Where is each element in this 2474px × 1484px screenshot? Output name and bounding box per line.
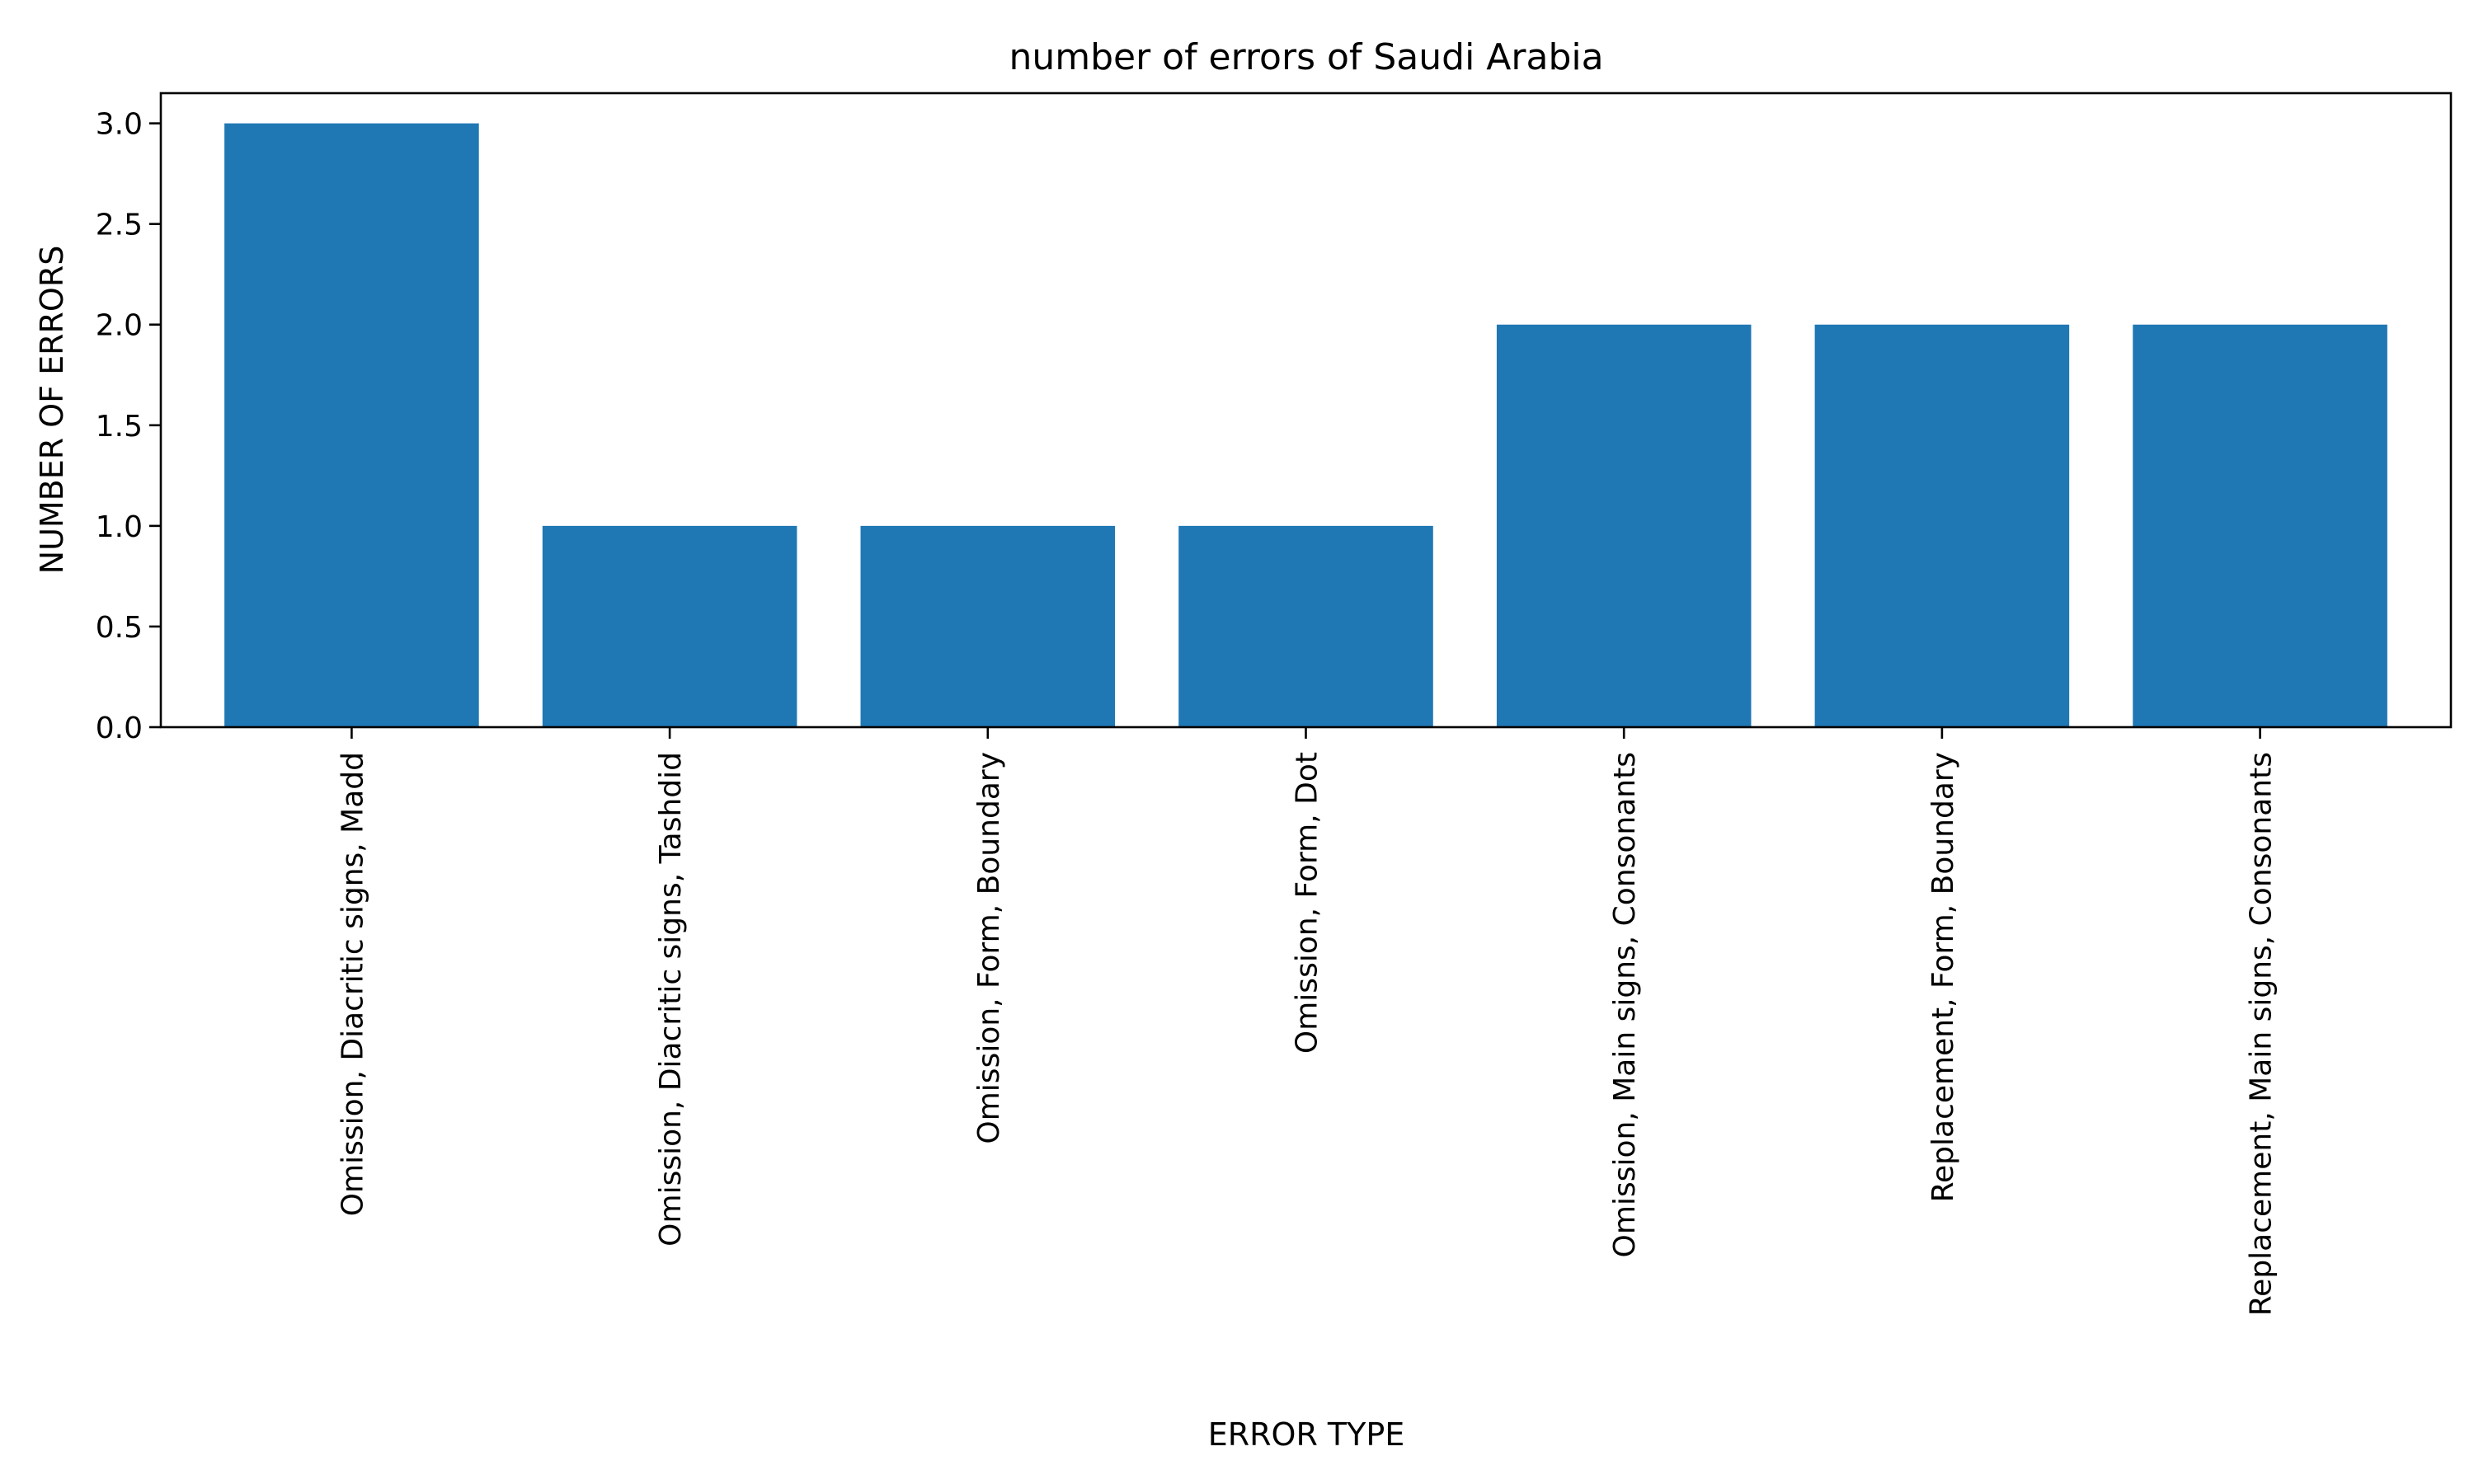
chart-title: number of errors of Saudi Arabia xyxy=(1009,36,1603,78)
bar xyxy=(542,525,797,727)
bars xyxy=(224,123,2387,728)
x-axis-label: ERROR TYPE xyxy=(1208,1416,1405,1453)
y-tick-label: 1.5 xyxy=(96,410,143,444)
x-axis: Omission, Diacritic signs, Madd Omission,… xyxy=(336,727,2279,1316)
x-tick-label: Omission, Form, Boundary xyxy=(972,752,1006,1144)
x-tick-label: Omission, Form, Dot xyxy=(1291,752,1324,1054)
x-tick-label: Replacement, Form, Boundary xyxy=(1926,752,1960,1202)
y-tick-label: 2.0 xyxy=(96,309,143,343)
x-tick-label: Omission, Diacritic signs, Madd xyxy=(336,752,369,1216)
y-tick-label: 2.5 xyxy=(96,209,143,242)
bar xyxy=(1496,324,1752,727)
bar xyxy=(860,525,1116,727)
bar xyxy=(2133,324,2387,727)
y-tick-label: 1.0 xyxy=(96,510,143,544)
y-tick-label: 0.5 xyxy=(96,611,143,645)
y-axis: 0.0 0.5 1.0 1.5 2.0 2.5 3.0 xyxy=(96,108,161,745)
x-tick-label: Omission, Main signs, Consonants xyxy=(1608,752,1642,1257)
x-tick-label: Omission, Diacritic signs, Tashdid xyxy=(654,752,688,1247)
x-tick-label: Replacement, Main signs, Consonants xyxy=(2245,752,2279,1316)
bar xyxy=(1178,525,1433,727)
y-tick-label: 3.0 xyxy=(96,108,143,142)
y-tick-label: 0.0 xyxy=(96,711,143,745)
bar xyxy=(224,123,479,728)
plot-frame xyxy=(159,92,2453,729)
y-axis-label: NUMBER OF ERRORS xyxy=(34,246,70,575)
bar xyxy=(1814,324,2070,727)
